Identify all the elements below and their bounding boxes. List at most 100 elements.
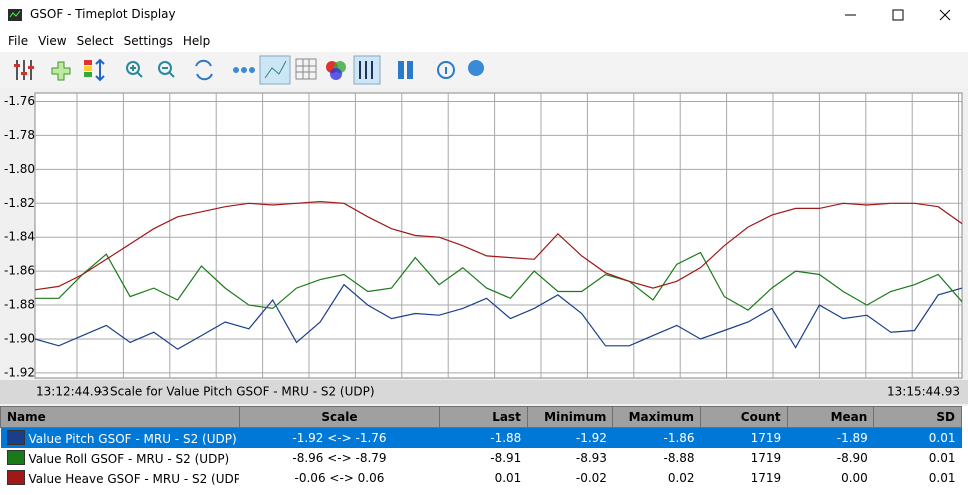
menu-item[interactable]: View — [38, 34, 67, 48]
menu-item[interactable]: Settings — [123, 34, 173, 48]
tool-colors[interactable] — [326, 61, 346, 80]
cell: -0.06 <-> 0.06 — [239, 468, 439, 488]
column-header[interactable]: SD — [873, 406, 962, 428]
tool-scale[interactable] — [84, 58, 105, 82]
cell-text: -8.88 — [663, 451, 695, 465]
tool-zoom-in[interactable] — [126, 61, 143, 78]
menu-bar: File View Select Settings Help — [0, 30, 968, 52]
tool-info[interactable] — [437, 61, 455, 79]
tool-help[interactable] — [468, 60, 484, 76]
tool-refresh[interactable] — [195, 59, 213, 81]
series-line — [34, 200, 963, 291]
cell: 0.01 — [873, 427, 962, 448]
scale-caption: Scale for Value Pitch GSOF - MRU - S2 (U… — [110, 385, 375, 399]
cell-text: -8.96 <-> -8.79 — [292, 451, 387, 465]
tool-settings[interactable] — [14, 60, 34, 80]
cell: -1.89 — [787, 427, 874, 448]
menu-item[interactable]: File — [8, 34, 29, 48]
cell-text: -1.92 — [575, 431, 607, 445]
cell: -8.88 — [613, 448, 701, 468]
cell: 1719 — [700, 427, 788, 448]
stats-table: Name Scale Last Minimum Maximum Count Mean SD Va… — [0, 406, 962, 488]
cell-text: 1719 — [750, 431, 782, 445]
tool-pause[interactable] — [398, 61, 413, 79]
y-tick-label: -1.76 — [4, 94, 35, 108]
cell: -8.91 — [440, 448, 528, 468]
y-tick-label: -1.82 — [4, 196, 35, 210]
toolbar-icons — [14, 55, 484, 85]
y-tick-label: -1.88 — [4, 298, 35, 312]
x-tick-label: 13:15:44.93 — [887, 385, 960, 399]
column-header[interactable]: Scale — [238, 406, 441, 428]
cell: -8.93 — [527, 448, 613, 468]
series-swatch — [6, 470, 25, 485]
close[interactable] — [939, 9, 951, 21]
cell: 1719 — [701, 448, 788, 468]
table-row[interactable]: Value Heave GSOF - MRU - S2 (UDP) -0.06 <… — [1, 468, 962, 488]
cell-text: -1.92 <-> -1.76 — [292, 431, 387, 445]
title-icons — [8, 9, 951, 21]
menu-item[interactable]: Select — [76, 34, 114, 48]
cell-text: -8.91 — [490, 451, 522, 465]
cell-text: 1719 — [750, 451, 782, 465]
y-tick-label: -1.92 — [4, 365, 35, 379]
tool-add[interactable] — [51, 61, 71, 81]
cell: 1719 — [701, 468, 788, 488]
tool-grid[interactable] — [295, 58, 317, 80]
cell: 0.00 — [787, 468, 874, 488]
cell-text: 1719 — [750, 471, 782, 485]
x-tick-label: 13:12:44.93 — [36, 385, 109, 399]
y-tick-label: -1.86 — [4, 264, 35, 278]
cell: Value Pitch GSOF - MRU - S2 (UDP) — [0, 427, 240, 448]
plot-area — [34, 92, 963, 379]
tool-lines-icon — [264, 60, 287, 79]
maximize[interactable] — [892, 9, 904, 21]
y-tick-label: -1.90 — [4, 331, 35, 345]
table-row[interactable]: Value Pitch GSOF - MRU - S2 (UDP) -1.92 <… — [0, 427, 962, 448]
cell-text: -8.93 — [575, 451, 607, 465]
cell-text: -8.90 — [836, 451, 868, 465]
y-tick-label: -1.84 — [4, 230, 35, 244]
cell-text: 0.01 — [928, 431, 956, 445]
header-row: Name Scale Last Minimum Maximum Count Mean SD — [0, 406, 962, 428]
window-title: GSOF - Timeplot Display — [30, 7, 176, 21]
column-header[interactable]: Name — [0, 406, 240, 428]
series-line — [35, 251, 963, 311]
column-header[interactable]: Last — [439, 406, 528, 428]
column-header[interactable]: Maximum — [612, 406, 702, 428]
y-tick-label: -1.78 — [4, 128, 35, 142]
tool-cursor-icon — [359, 61, 373, 79]
column-header[interactable]: Minimum — [526, 406, 614, 428]
cell: 0.01 — [874, 468, 962, 488]
cell-text: 0.01 — [494, 471, 522, 485]
series-line — [34, 283, 963, 350]
cell-text: 0.00 — [841, 471, 868, 485]
y-tick-label: -1.80 — [4, 162, 35, 176]
cell-text: 0.01 — [928, 451, 956, 465]
cell: -1.88 — [439, 427, 528, 448]
cell: Value Heave GSOF - MRU - S2 (UDP) — [1, 468, 240, 488]
cell: -1.92 <-> -1.76 — [239, 427, 440, 448]
series-swatch — [6, 430, 25, 445]
column-header[interactable]: Count — [700, 406, 788, 428]
cell-text: -1.89 — [836, 431, 868, 445]
tool-zoom-out[interactable] — [158, 61, 175, 78]
cell: Value Roll GSOF - MRU - S2 (UDP) — [1, 448, 240, 468]
cell-text: -1.86 — [663, 431, 695, 445]
cell-text: -1.88 — [490, 431, 522, 445]
column-header[interactable]: Mean — [786, 406, 875, 428]
cell-text: 0.02 — [667, 471, 695, 485]
cell: -1.92 — [527, 427, 613, 448]
cell-text: Value Heave GSOF - MRU - S2 (UDP) — [28, 472, 240, 486]
app-icon-line — [9, 10, 21, 18]
cell: -0.02 — [527, 468, 613, 488]
tool-points[interactable] — [233, 67, 255, 73]
cell: 0.01 — [874, 448, 962, 468]
cell-text: Value Roll GSOF - MRU - S2 (UDP) — [28, 452, 230, 466]
toolbar — [0, 52, 968, 89]
table-row[interactable]: Value Roll GSOF - MRU - S2 (UDP) -8.96 <-… — [1, 448, 962, 468]
series-swatch — [6, 450, 25, 465]
time-strip — [0, 380, 968, 404]
menu-item[interactable]: Help — [182, 34, 211, 48]
